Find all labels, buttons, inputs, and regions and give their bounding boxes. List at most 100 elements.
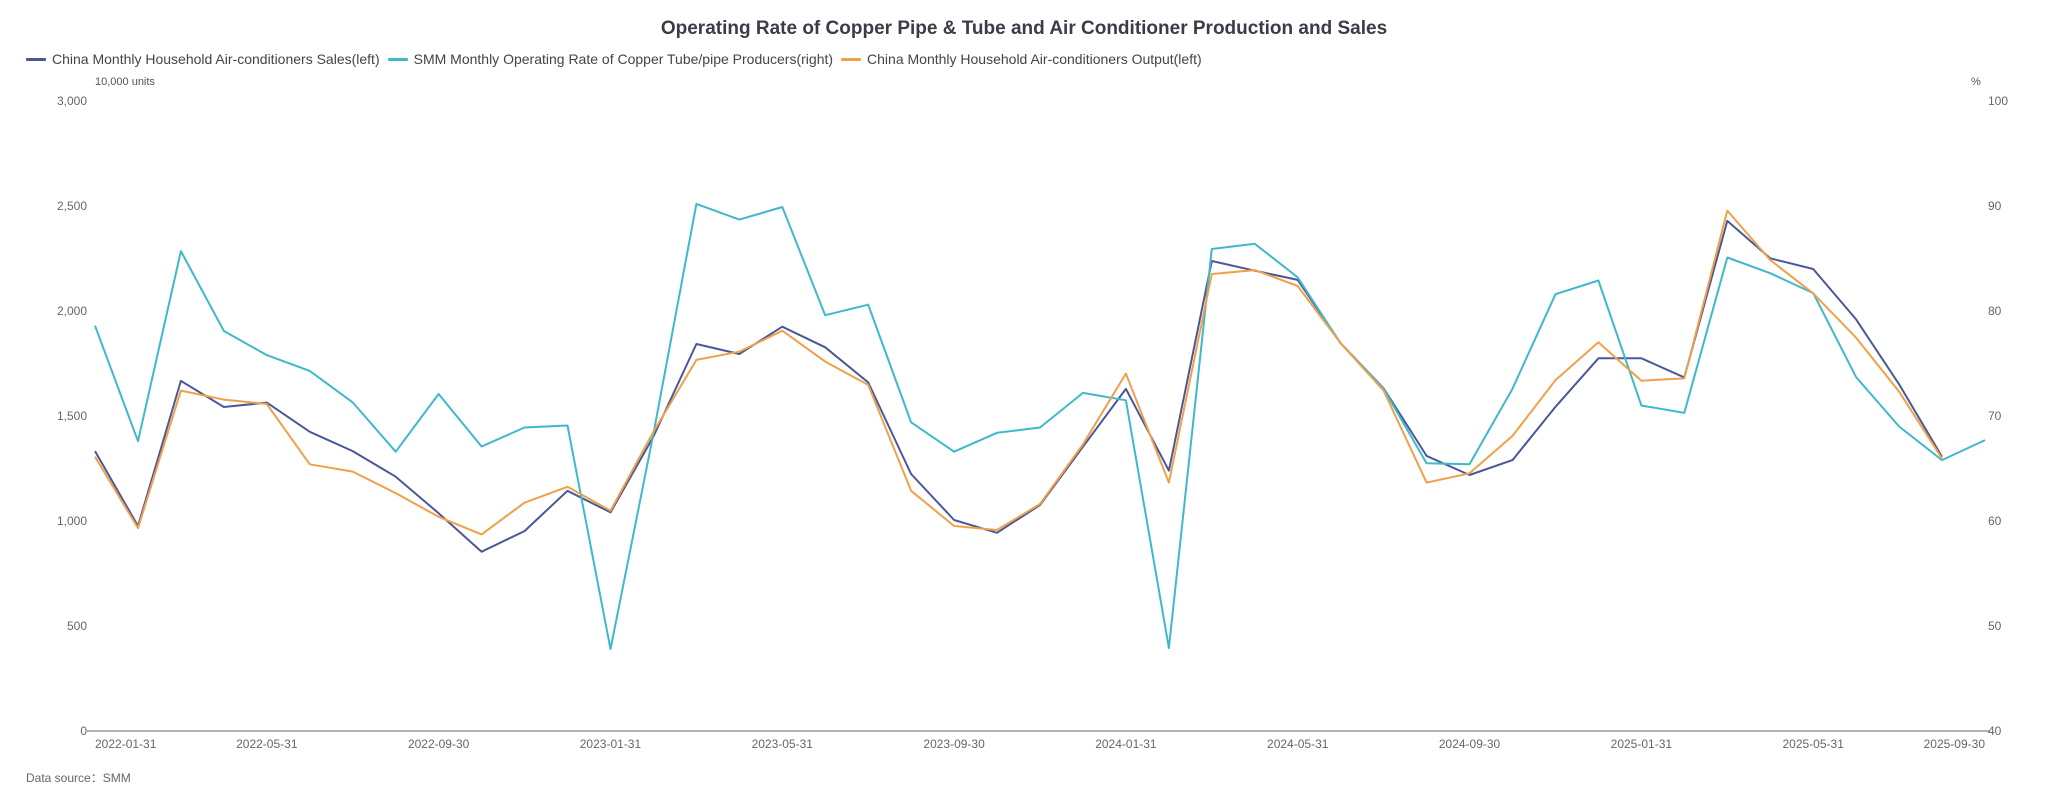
data-point-output[interactable]: [1037, 501, 1043, 507]
data-point-sales[interactable]: [178, 378, 184, 384]
data-point-operating-rate[interactable]: [1123, 397, 1129, 403]
data-point-operating-rate[interactable]: [479, 444, 485, 450]
data-point-output[interactable]: [865, 382, 871, 388]
data-point-output[interactable]: [221, 397, 227, 403]
data-point-operating-rate[interactable]: [1166, 645, 1172, 651]
data-point-sales[interactable]: [393, 474, 399, 480]
data-point-output[interactable]: [1595, 339, 1601, 345]
data-point-operating-rate[interactable]: [865, 302, 871, 308]
data-point-output[interactable]: [822, 359, 828, 365]
series-line-sales[interactable]: [94, 219, 1943, 553]
data-point-sales[interactable]: [1123, 386, 1129, 392]
data-point-operating-rate[interactable]: [307, 368, 313, 374]
data-point-sales[interactable]: [1638, 355, 1644, 361]
data-point-operating-rate[interactable]: [1295, 274, 1301, 280]
data-point-output[interactable]: [135, 525, 141, 531]
data-point-output[interactable]: [1252, 267, 1258, 273]
data-point-output[interactable]: [1896, 389, 1902, 395]
data-point-output[interactable]: [1166, 480, 1172, 486]
data-point-operating-rate[interactable]: [1252, 241, 1258, 247]
data-point-sales[interactable]: [92, 448, 98, 454]
data-point-operating-rate[interactable]: [1724, 255, 1730, 261]
data-point-operating-rate[interactable]: [1767, 270, 1773, 276]
data-point-sales[interactable]: [1510, 457, 1516, 463]
data-point-output[interactable]: [736, 349, 742, 355]
data-point-output[interactable]: [436, 514, 442, 520]
data-point-sales[interactable]: [1553, 404, 1559, 410]
data-point-operating-rate[interactable]: [822, 312, 828, 318]
data-point-output[interactable]: [1424, 480, 1430, 486]
data-point-output[interactable]: [1123, 371, 1129, 377]
data-point-output[interactable]: [92, 454, 98, 460]
data-point-output[interactable]: [1467, 470, 1473, 476]
data-point-output[interactable]: [522, 500, 528, 506]
data-point-operating-rate[interactable]: [350, 399, 356, 405]
data-point-operating-rate[interactable]: [522, 425, 528, 431]
data-point-output[interactable]: [1295, 283, 1301, 289]
data-point-sales[interactable]: [693, 341, 699, 347]
data-point-output[interactable]: [951, 523, 957, 529]
data-point-operating-rate[interactable]: [92, 323, 98, 329]
data-point-output[interactable]: [565, 484, 571, 490]
data-point-output[interactable]: [608, 508, 614, 514]
legend-item-sales[interactable]: China Monthly Household Air-conditioners…: [26, 51, 380, 67]
data-point-sales[interactable]: [951, 517, 957, 523]
data-point-output[interactable]: [693, 357, 699, 363]
data-point-output[interactable]: [1810, 290, 1816, 296]
data-point-output[interactable]: [1939, 455, 1945, 461]
data-point-operating-rate[interactable]: [393, 449, 399, 455]
data-point-operating-rate[interactable]: [1638, 403, 1644, 409]
data-point-output[interactable]: [1681, 375, 1687, 381]
data-point-output[interactable]: [479, 531, 485, 537]
data-point-sales[interactable]: [1810, 266, 1816, 272]
data-point-sales[interactable]: [479, 549, 485, 555]
data-point-operating-rate[interactable]: [908, 419, 914, 425]
data-point-sales[interactable]: [1896, 381, 1902, 387]
data-point-output[interactable]: [393, 490, 399, 496]
data-point-output[interactable]: [1638, 378, 1644, 384]
data-point-operating-rate[interactable]: [1424, 460, 1430, 466]
data-point-sales[interactable]: [1853, 316, 1859, 322]
data-point-sales[interactable]: [908, 471, 914, 477]
data-point-operating-rate[interactable]: [736, 217, 742, 223]
data-point-operating-rate[interactable]: [1681, 410, 1687, 416]
data-point-operating-rate[interactable]: [1853, 374, 1859, 380]
legend-item-output[interactable]: China Monthly Household Air-conditioners…: [841, 51, 1202, 67]
data-point-sales[interactable]: [522, 528, 528, 534]
data-point-output[interactable]: [994, 527, 1000, 533]
data-point-output[interactable]: [178, 388, 184, 394]
data-point-operating-rate[interactable]: [608, 646, 614, 652]
data-point-output[interactable]: [307, 461, 313, 467]
data-point-operating-rate[interactable]: [221, 328, 227, 334]
data-point-operating-rate[interactable]: [1595, 278, 1601, 284]
data-point-output[interactable]: [1553, 377, 1559, 383]
data-point-operating-rate[interactable]: [1037, 425, 1043, 431]
data-point-operating-rate[interactable]: [264, 352, 270, 358]
data-point-output[interactable]: [1080, 441, 1086, 447]
series-line-output[interactable]: [94, 209, 1943, 536]
data-point-output[interactable]: [1209, 271, 1215, 277]
data-point-operating-rate[interactable]: [1467, 461, 1473, 467]
data-point-output[interactable]: [264, 401, 270, 407]
data-point-output[interactable]: [1510, 433, 1516, 439]
data-point-operating-rate[interactable]: [1982, 437, 1988, 443]
data-point-operating-rate[interactable]: [135, 438, 141, 444]
data-point-output[interactable]: [1724, 208, 1730, 214]
data-point-operating-rate[interactable]: [178, 248, 184, 254]
data-point-output[interactable]: [908, 488, 914, 494]
data-point-operating-rate[interactable]: [951, 449, 957, 455]
data-point-sales[interactable]: [1595, 355, 1601, 361]
data-point-sales[interactable]: [221, 404, 227, 410]
data-point-output[interactable]: [1767, 257, 1773, 263]
data-point-output[interactable]: [650, 429, 656, 435]
data-point-output[interactable]: [1381, 388, 1387, 394]
data-point-operating-rate[interactable]: [1080, 390, 1086, 396]
data-point-operating-rate[interactable]: [994, 430, 1000, 436]
data-point-operating-rate[interactable]: [436, 391, 442, 397]
data-point-output[interactable]: [350, 469, 356, 475]
data-point-operating-rate[interactable]: [693, 201, 699, 207]
series-line-operating-rate[interactable]: [94, 202, 1986, 651]
data-point-sales[interactable]: [822, 344, 828, 350]
data-point-operating-rate[interactable]: [779, 204, 785, 210]
legend-item-operating-rate[interactable]: SMM Monthly Operating Rate of Copper Tub…: [387, 51, 833, 67]
